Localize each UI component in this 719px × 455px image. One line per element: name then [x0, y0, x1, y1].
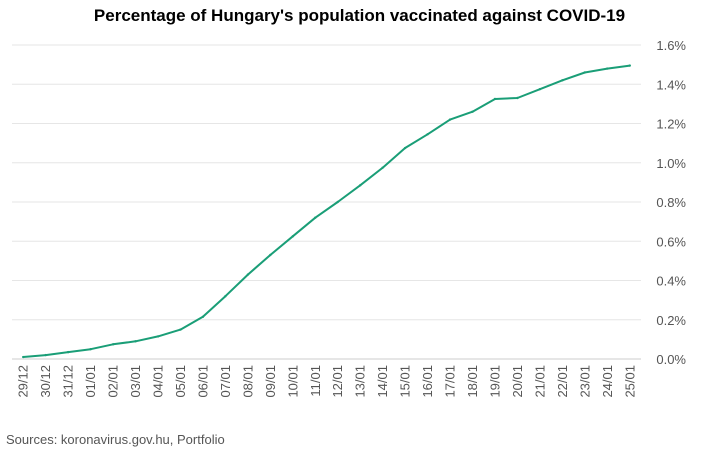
data-point — [89, 347, 92, 351]
y-tick-label: 1.6% — [656, 38, 686, 53]
data-point — [606, 67, 609, 70]
x-tick-label: 05/01 — [173, 365, 188, 398]
x-tick-label: 17/01 — [443, 365, 458, 398]
x-tick-label: 22/01 — [555, 365, 570, 398]
data-point — [111, 343, 115, 346]
data-point — [403, 146, 407, 150]
data-point — [583, 71, 587, 74]
y-tick-label: 1.4% — [656, 77, 686, 92]
x-tick-label: 31/12 — [61, 365, 76, 398]
x-tick-label: 06/01 — [195, 365, 210, 398]
data-point — [538, 87, 542, 91]
data-point — [448, 118, 452, 121]
x-tick-label: 16/01 — [420, 365, 435, 398]
data-point — [134, 340, 137, 343]
data-point — [426, 133, 429, 136]
data-point — [224, 295, 227, 298]
series-line — [23, 64, 630, 358]
source-note: Sources: koronavirus.gov.hu, Portfolio — [6, 432, 225, 447]
y-tick-label: 0.6% — [656, 234, 686, 249]
x-tick-label: 13/01 — [353, 365, 368, 398]
data-point — [201, 315, 205, 319]
x-tick-label: 02/01 — [106, 365, 121, 398]
data-point — [561, 79, 564, 82]
x-tick-label: 21/01 — [532, 365, 547, 398]
data-point — [66, 350, 70, 354]
data-point — [179, 328, 182, 331]
data-point — [314, 216, 317, 219]
data-point — [269, 253, 272, 257]
x-tick-label: 01/01 — [83, 365, 98, 398]
x-tick-label: 08/01 — [240, 365, 255, 398]
x-tick-label: 19/01 — [487, 365, 502, 398]
x-tick-label: 04/01 — [151, 365, 166, 398]
x-tick-label: 30/12 — [38, 365, 53, 398]
x-tick-label: 09/01 — [263, 365, 278, 398]
y-tick-label: 0.2% — [656, 313, 686, 328]
data-point — [381, 166, 384, 169]
x-tick-label: 12/01 — [330, 365, 345, 398]
x-tick-label: 03/01 — [128, 365, 143, 398]
x-tick-label: 11/01 — [308, 365, 323, 397]
y-tick-label: 0.4% — [656, 274, 686, 289]
x-tick-label: 23/01 — [577, 365, 592, 398]
data-point — [291, 235, 295, 238]
data-point — [44, 353, 47, 357]
data-point — [22, 355, 25, 359]
chart-title: Percentage of Hungary's population vacci… — [93, 6, 626, 25]
x-tick-label: 29/12 — [16, 365, 31, 398]
x-tick-label: 18/01 — [465, 365, 480, 398]
data-point — [493, 97, 497, 101]
data-point — [516, 96, 519, 100]
data-point — [246, 273, 250, 276]
x-tick-label: 24/01 — [600, 365, 615, 398]
x-tick-label: 20/01 — [510, 365, 525, 398]
x-tick-label: 14/01 — [375, 365, 390, 398]
data-point — [156, 335, 160, 338]
data-point — [358, 184, 362, 187]
y-tick-label: 1.2% — [656, 117, 686, 132]
y-tick-label: 0.8% — [656, 195, 686, 210]
data-point — [336, 200, 339, 204]
data-point — [628, 64, 631, 67]
x-tick-label: 07/01 — [218, 365, 233, 398]
x-tick-label: 15/01 — [398, 365, 413, 398]
y-tick-label: 1.0% — [656, 156, 686, 171]
x-tick-label: 10/01 — [285, 365, 300, 398]
x-tick-label: 25/01 — [622, 365, 637, 398]
data-point — [471, 110, 474, 113]
y-tick-label: 0.0% — [656, 352, 686, 367]
